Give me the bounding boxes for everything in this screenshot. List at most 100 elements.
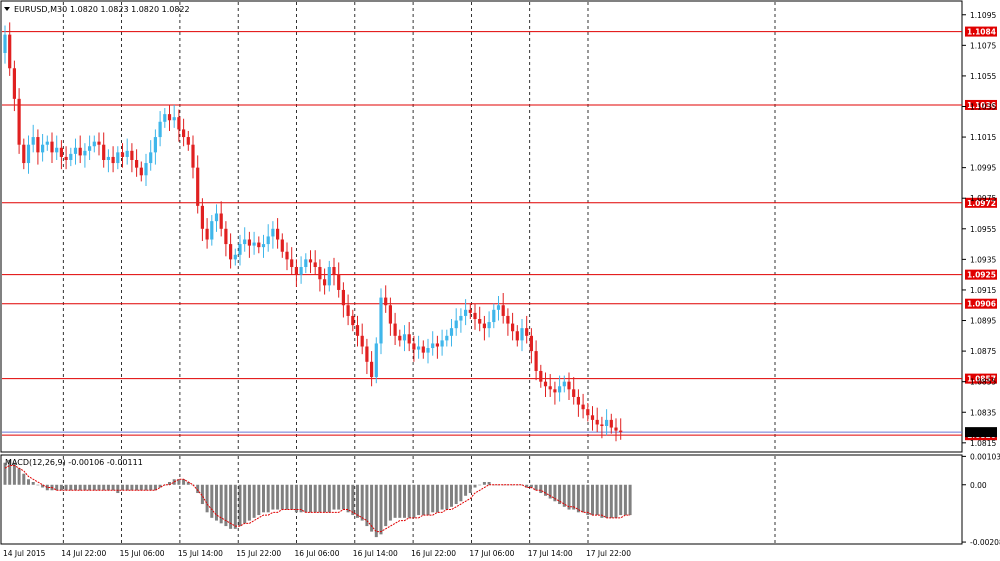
ohlc-label: 1.0820 1.0823 1.0820 1.0822 [70,5,190,14]
candle-body [285,251,289,260]
candle-body [233,254,237,260]
candle-body [365,346,369,362]
dropdown-triangle-icon[interactable] [4,7,10,11]
macd-bar [337,484,341,510]
candle-body [337,274,341,290]
time-tick-label: 15 Jul 22:00 [236,549,281,558]
macd-bar [243,484,247,524]
macd-bar [567,484,571,510]
candle-body [605,419,609,427]
macd-bar [280,484,284,510]
macd-bar [586,484,590,516]
candle-body [172,117,176,121]
price-tick-label: 1.0835 [970,408,996,417]
level-price-tag [965,26,997,37]
macd-bar [609,484,613,518]
candle-body [97,141,101,145]
macd-bar [97,484,101,491]
macd-bar [468,484,472,494]
macd-bar [36,484,40,486]
macd-bar [3,462,7,485]
candle-body [125,150,129,157]
candle-body [299,267,303,275]
candle-body [69,153,73,160]
candle-body [539,370,543,382]
macd-bar [581,484,585,513]
candle-body [501,305,505,316]
macd-bar [548,484,552,499]
candle-body [116,152,120,164]
time-tick-label: 14 Jul 2015 [3,549,46,558]
level-price-tag [965,269,997,280]
candle-body [135,159,139,168]
candle-body [440,340,444,347]
candle-body [379,297,383,344]
macd-bar [55,484,59,491]
macd-bar [92,484,96,491]
macd-bar [454,484,458,505]
candle-body [412,343,416,350]
macd-bar [576,484,580,513]
macd-bar [149,484,153,491]
macd-signal-line [4,464,631,533]
price-tick-label: 1.0895 [970,317,996,326]
candle-body [55,147,59,153]
price-tick-label: 1.0975 [970,194,996,203]
candle-body [50,141,54,153]
candle-body [576,396,580,405]
candle-body [355,325,360,336]
candle-body [144,163,148,176]
candle-body [520,328,524,341]
macd-bar [356,484,359,518]
macd-signal [4,464,631,533]
candle-body [308,259,313,263]
candle-body [163,114,167,122]
macd-bar [125,484,129,491]
candle-body [191,144,195,168]
candle-body [158,121,162,138]
macd-bar [379,484,383,535]
candle-body [525,328,529,336]
candle-body [106,156,110,160]
price-tick-label: 1.1035 [970,102,996,111]
macd-bar [445,484,449,510]
candle-body [92,141,96,147]
macd-label: MACD(12,26,9) -0.00106 -0.00111 [5,458,143,467]
level-price-label: 1.0857 [967,375,996,384]
candle-body [111,156,115,164]
level-price-tag [965,197,997,208]
time-tick-label: 15 Jul 14:00 [178,549,223,558]
candle-body [182,129,186,138]
candle-body [224,228,228,245]
candle-body [196,167,200,206]
candle-body [200,205,204,229]
bid-price-tag [965,427,997,438]
macd-bar [591,484,594,516]
candle-body [327,267,331,286]
candle-body [214,213,219,222]
candle-body [238,244,242,255]
candle-body [449,328,454,336]
candle-body [351,315,355,326]
macd-bar [421,484,425,516]
macd-bar [374,484,378,538]
macd-bar [59,484,63,491]
macd-bar [562,484,566,507]
macd-bar [417,484,421,516]
macd-bar [153,484,157,491]
macd-bar [74,484,77,491]
candle-body [478,318,482,324]
candle-body [36,137,40,153]
candle-body [487,322,491,329]
candle-body [332,267,336,275]
price-tick-label: 1.0955 [970,225,996,234]
macd-bar [276,484,280,510]
macd-bar [22,473,26,485]
macd-bar [158,484,162,488]
candle-body [247,239,251,246]
candle-body [304,259,308,268]
candle-body [417,346,421,350]
candle-body [149,152,153,164]
macd-bar [360,484,364,521]
candle-body [619,430,623,433]
